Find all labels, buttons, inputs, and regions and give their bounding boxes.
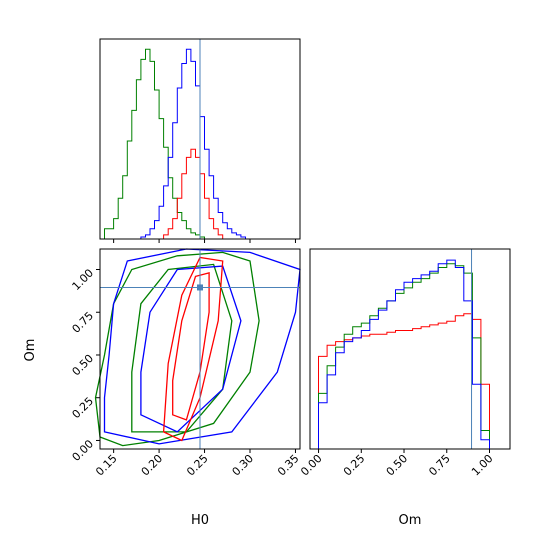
contour-blue-0	[103, 248, 301, 445]
om-histogram-x-tick-label: 1.00	[469, 452, 496, 479]
h0-histogram-blue	[104, 48, 250, 240]
contour-red-0	[162, 256, 224, 442]
contour-x-tick-label: 0.15	[93, 452, 120, 479]
om-histogram-x-tick-label: 0.75	[426, 452, 453, 479]
h0-om-contour-panel: 0.15 0.20 0.25 0.30 0.35 0.00 0.25 0.50 0.75 1.00	[70, 248, 302, 479]
om-histogram-green	[318, 263, 490, 449]
contour-y-tick-label: 0.50	[70, 352, 97, 379]
contour-y-tick-label: 0.00	[70, 437, 97, 464]
contour-x-tick-label: 0.35	[275, 452, 302, 479]
contour-x-tick-label: 0.25	[184, 452, 211, 479]
x-axis-label-om: Om	[399, 513, 422, 528]
contour-y-tick-label: 1.00	[70, 266, 97, 293]
contour-y-tick-label: 0.75	[70, 309, 97, 336]
om-histogram-x-tick-label: 0.25	[341, 452, 368, 479]
om-histogram-x-tick-label: 0.50	[384, 452, 411, 479]
x-axis-label-h0: H0	[191, 513, 209, 528]
h0-histogram-panel	[99, 38, 301, 243]
contour-green-1	[131, 263, 233, 433]
contour-x-tick-label: 0.20	[139, 452, 166, 479]
h0-histogram-red	[104, 148, 250, 240]
om-histogram-panel: 0.00 0.25 0.50 0.75 1.00	[298, 248, 511, 479]
contour-x-tick-label: 0.30	[230, 452, 257, 479]
contour-red-1	[172, 272, 210, 421]
contour-frame	[99, 248, 301, 450]
contour-y-tick-label: 0.25	[70, 395, 97, 422]
contour-green-0	[94, 251, 260, 447]
om-histogram-frame	[309, 248, 511, 450]
om-histogram-x-tick-label: 0.00	[298, 452, 325, 479]
om-histogram-blue	[318, 259, 490, 449]
truth-marker	[197, 284, 203, 291]
h0-histogram-frame	[99, 38, 301, 240]
y-axis-label-om: Om	[23, 339, 38, 362]
